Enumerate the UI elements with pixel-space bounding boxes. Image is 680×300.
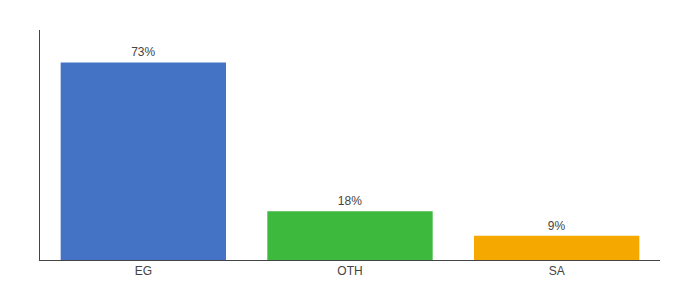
svg-text:SA: SA xyxy=(549,264,565,278)
svg-text:EG: EG xyxy=(135,264,152,278)
svg-text:73%: 73% xyxy=(131,45,155,59)
svg-text:18%: 18% xyxy=(338,194,362,208)
svg-text:OTH: OTH xyxy=(337,264,362,278)
svg-text:9%: 9% xyxy=(548,219,566,233)
